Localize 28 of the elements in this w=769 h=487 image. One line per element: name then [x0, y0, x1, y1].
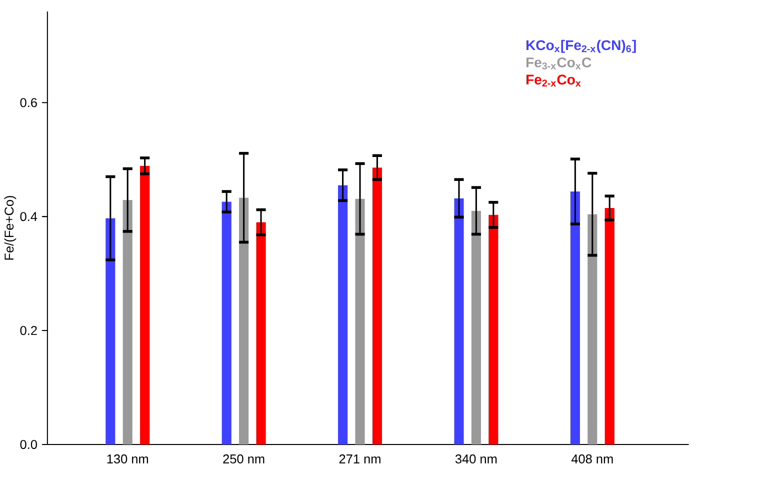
text: Fe$_{3-x}$Co$_{x}$C	[526, 58, 592, 70]
x-tick-label: 250 nm	[223, 454, 264, 464]
bar	[372, 168, 382, 445]
y-tick-label: 0.2	[20, 326, 37, 336]
bar	[488, 215, 498, 445]
bar	[570, 192, 580, 445]
x-tick-label: 271 nm	[339, 454, 380, 464]
bar	[588, 214, 598, 445]
bar	[106, 218, 116, 445]
x-tick-label: 130 nm	[107, 454, 148, 464]
y-tick-label: 0.4	[20, 212, 38, 222]
bar	[604, 208, 614, 445]
bar	[222, 202, 232, 445]
bar	[256, 222, 266, 445]
y-tick-label: 0.0	[20, 440, 37, 450]
bar	[471, 211, 481, 445]
bar	[239, 198, 249, 445]
bar	[140, 166, 150, 445]
text: KCo$_{x}$[Fe$_{2-x}$(CN)$_{6}$]	[526, 40, 636, 54]
bar	[454, 198, 464, 445]
x-tick-label: 340 nm	[455, 454, 497, 464]
bar	[122, 200, 132, 445]
y-axis-title: Fe/(Fe+Co)	[4, 196, 16, 260]
bar	[355, 199, 365, 445]
y-tick-label: 0.6	[20, 98, 37, 108]
bar	[338, 185, 348, 445]
text: Fe$_{2-x}$Co$_{x}$	[526, 74, 581, 87]
x-tick-label: 408 nm	[571, 454, 613, 464]
